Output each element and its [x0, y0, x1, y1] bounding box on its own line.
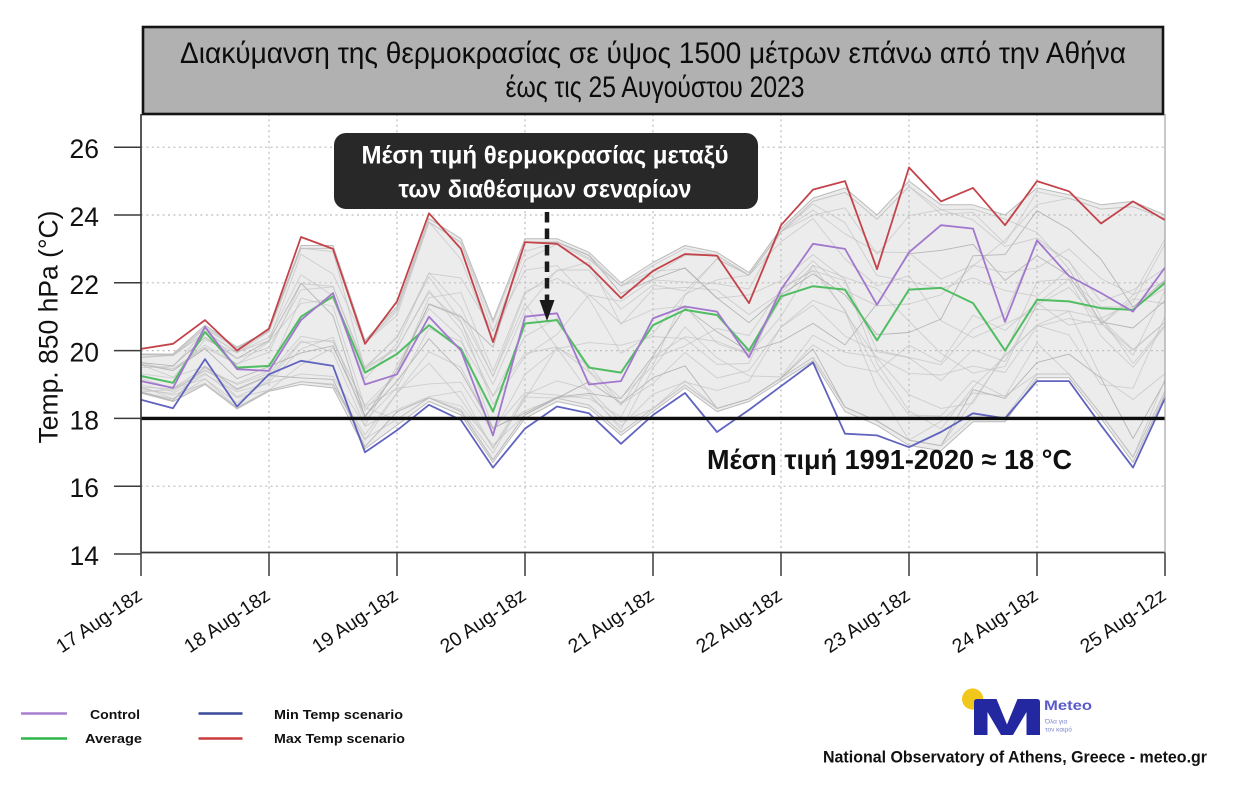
svg-text:Average: Average — [85, 732, 142, 746]
svg-text:Max Temp scenario: Max Temp scenario — [274, 732, 405, 746]
svg-text:έως τις 25 Αυγούστου 2023: έως τις 25 Αυγούστου 2023 — [506, 71, 805, 104]
svg-text:18: 18 — [70, 405, 99, 435]
svg-text:National Observatory of Athens: National Observatory of Athens, Greece -… — [823, 748, 1207, 767]
svg-text:Min Temp scenario: Min Temp scenario — [274, 708, 403, 722]
svg-text:Μέση τιμή θερμοκρασίας μεταξύ: Μέση τιμή θερμοκρασίας μεταξύ — [362, 142, 729, 170]
svg-text:20: 20 — [70, 338, 99, 368]
svg-text:22: 22 — [70, 270, 99, 300]
svg-text:26: 26 — [70, 134, 99, 164]
svg-text:14: 14 — [70, 541, 99, 571]
svg-text:24: 24 — [70, 202, 99, 232]
svg-text:Μέση τιμή 1991-2020 ≈ 18 °C: Μέση τιμή 1991-2020 ≈ 18 °C — [707, 444, 1072, 475]
svg-text:Temp. 850 hPa (°C): Temp. 850 hPa (°C) — [34, 210, 64, 443]
svg-text:16: 16 — [70, 473, 99, 503]
svg-text:τον καιρό: τον καιρό — [1045, 726, 1072, 734]
svg-text:Όλα για: Όλα για — [1044, 719, 1067, 726]
svg-text:Control: Control — [90, 708, 140, 722]
svg-text:Meteo: Meteo — [1044, 698, 1092, 713]
svg-text:των διαθέσιμων σεναρίων: των διαθέσιμων σεναρίων — [399, 176, 692, 204]
svg-text:Διακύμανση της θερμοκρασίας σε: Διακύμανση της θερμοκρασίας σε ύψος 1500… — [180, 37, 1126, 70]
